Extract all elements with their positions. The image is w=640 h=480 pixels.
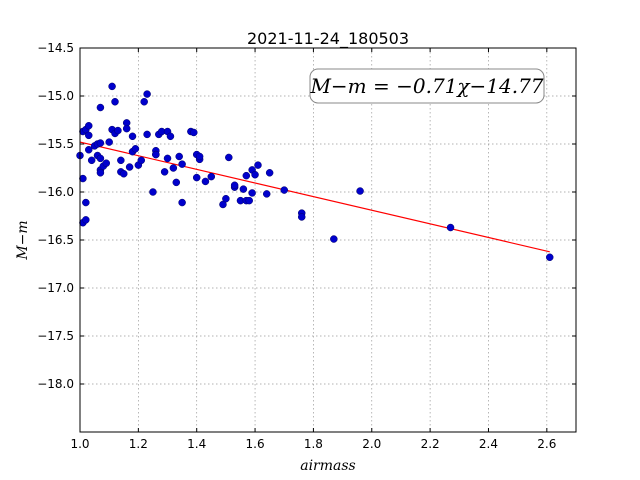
data-point [178,198,186,207]
data-point [225,153,233,162]
data-point [149,188,157,196]
data-point [96,103,105,112]
data-point [262,190,271,198]
y-tick-label: −17.5 [37,329,74,343]
data-point [175,152,183,161]
y-axis-label: M−m [15,220,31,260]
data-point [117,156,125,165]
data-point [192,173,201,182]
y-tick-label: −15.5 [37,137,74,151]
data-point [114,126,122,135]
data-point [96,139,105,147]
y-tick-label: −16.5 [37,233,74,247]
data-point [120,170,128,178]
y-tick-labels: −14.5 −15.0 −15.5 −16.0 −16.5 −17.0 −17.5 −18.0 [37,41,74,391]
x-tick-label: 2.6 [537,437,556,451]
data-point [79,174,87,183]
x-tick-label: 1.8 [304,437,323,451]
data-point [222,194,230,203]
data-point [239,185,248,193]
fit-annotation-box: M−m = −0.71χ−14.77 [309,68,545,104]
x-tick-label: 1.4 [187,437,206,451]
data-point [82,216,90,224]
x-tick-labels: 1.0 1.2 1.4 1.6 1.8 2.0 2.2 2.4 2.6 [70,437,556,451]
y-tick-label: −18.0 [37,377,74,391]
y-tick-label: −14.5 [37,41,74,55]
axis-ticks [79,47,576,432]
x-tick-label: 2.0 [362,437,381,451]
y-tick-label: −16.0 [37,185,74,199]
x-tick-label: 2.2 [421,437,440,451]
data-point [265,169,274,177]
fit-equation-annotation: M−m = −0.71χ−14.77 [309,74,543,98]
data-point [105,138,113,146]
data-point [207,172,216,181]
data-point [160,168,169,176]
data-point [254,161,262,169]
data-point [297,213,306,221]
x-axis-label: airmass [300,458,356,474]
data-point [230,181,239,190]
data-point [248,189,256,197]
fit-line [79,141,550,253]
data-point [143,90,151,98]
data-point [122,124,131,133]
data-point [85,122,93,130]
data-point [102,159,111,167]
x-tick-label: 2.4 [479,437,498,451]
data-point [143,130,151,139]
data-point [330,235,338,243]
data-point [163,154,172,163]
data-point [87,156,96,165]
data-point [128,132,137,141]
data-point [201,177,210,186]
data-point [125,163,134,171]
data-point [242,171,251,180]
data-point [111,98,119,106]
data-point [251,170,259,179]
fit-line-group [79,141,550,253]
y-tick-label: −15.0 [37,89,74,103]
y-tick-label: −17.0 [37,281,74,295]
data-point [195,152,204,161]
data-point [172,178,181,187]
data-points [76,82,554,262]
data-point [108,82,116,91]
data-point [545,253,554,262]
data-point [96,154,105,163]
chart-title: 2021-11-24_180503 [247,29,409,49]
data-point [280,186,288,194]
data-point [85,146,93,154]
data-point [166,132,175,141]
data-point [245,196,253,205]
data-point [178,160,186,168]
data-point [356,187,364,195]
x-tick-label: 1.0 [70,437,89,451]
data-point [96,169,105,177]
x-tick-label: 1.2 [129,437,148,451]
annotation-box-border [309,68,545,104]
data-point [82,198,90,207]
data-point [85,131,93,140]
data-point [446,223,455,232]
data-point [169,164,178,172]
data-point [152,150,160,159]
data-point [131,145,140,153]
data-point [140,98,148,106]
x-tick-label: 1.6 [246,437,265,451]
data-point [137,156,146,165]
data-point [190,128,198,137]
